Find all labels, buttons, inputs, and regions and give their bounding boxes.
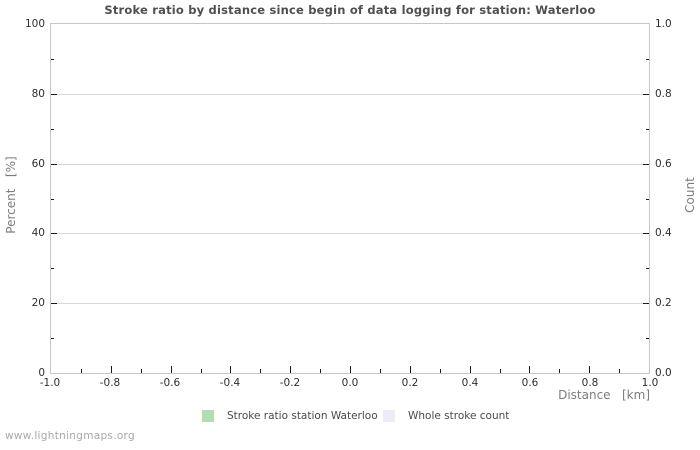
y-tick-right-50 <box>646 198 649 200</box>
gridline-y-20 <box>51 303 649 305</box>
x-axis-tick-label: 0.6 <box>521 377 539 389</box>
x-tick-5 <box>200 369 202 373</box>
y-axis-right-tick-label: 0.4 <box>655 227 672 240</box>
y-tick-left-90 <box>51 58 54 60</box>
x-tick-16 <box>529 366 531 373</box>
x-tick-13 <box>439 369 441 373</box>
gridline-y-80 <box>51 93 649 95</box>
x-tick-2 <box>110 366 112 373</box>
y-axis-left-tick-label: 20 <box>31 297 45 310</box>
x-tick-17 <box>559 369 561 373</box>
gridline-y-40 <box>51 233 649 235</box>
y-axis-left-title: Percent [%] <box>4 156 18 234</box>
y-axis-left-tick-label: 80 <box>31 87 45 100</box>
plot-area <box>50 23 650 374</box>
whole-stroke-count-swatch-icon <box>383 410 395 422</box>
y-tick-left-60 <box>51 163 57 165</box>
y-axis-right-tick-label: 0.6 <box>655 157 672 170</box>
y-axis-right-tick-label: 0.0 <box>655 367 672 379</box>
x-tick-19 <box>619 369 621 373</box>
x-axis-tick-label: 0.8 <box>581 377 599 389</box>
y-axis-right-tick-label: 0.2 <box>655 297 672 310</box>
stroke-ratio-swatch-icon <box>202 410 214 422</box>
x-axis-tick-label: -0.2 <box>279 377 301 389</box>
y-tick-right-60 <box>643 163 649 165</box>
y-tick-left-40 <box>51 233 57 235</box>
x-axis-tick-label: -1.0 <box>39 377 61 389</box>
legend-label-stroke-ratio: Stroke ratio station Waterloo <box>227 410 378 422</box>
x-axis-title: Distance [km] <box>558 388 650 402</box>
x-tick-15 <box>499 369 501 373</box>
x-tick-11 <box>379 369 381 373</box>
y-tick-left-30 <box>51 268 54 270</box>
x-tick-1 <box>80 369 82 373</box>
y-axis-right-title: Count <box>683 177 697 213</box>
x-tick-6 <box>230 366 232 373</box>
x-axis-tick-label: 0.4 <box>461 377 479 389</box>
x-axis-tick-label: -0.8 <box>99 377 121 389</box>
y-tick-right-10 <box>646 338 649 340</box>
y-axis-right-tick-label: 0.8 <box>655 87 672 100</box>
y-tick-right-30 <box>646 268 649 270</box>
x-tick-7 <box>260 369 262 373</box>
x-tick-3 <box>140 369 142 373</box>
y-tick-right-80 <box>643 93 649 95</box>
y-tick-right-90 <box>646 58 649 60</box>
x-tick-14 <box>469 366 471 373</box>
x-tick-8 <box>290 366 292 373</box>
x-tick-4 <box>170 366 172 373</box>
y-tick-right-70 <box>646 128 649 130</box>
x-axis-tick-label: 0.2 <box>401 377 419 389</box>
y-axis-left-tick-label: 40 <box>31 227 45 240</box>
x-axis-tick-label: 0.0 <box>341 377 359 389</box>
x-axis-tick-label: 1.0 <box>641 377 659 389</box>
y-tick-left-80 <box>51 93 57 95</box>
y-tick-left-10 <box>51 338 54 340</box>
gridline-y-60 <box>51 163 649 165</box>
x-axis-tick-label: -0.6 <box>159 377 181 389</box>
x-tick-18 <box>589 366 591 373</box>
y-tick-right-20 <box>643 303 649 305</box>
y-tick-right-40 <box>643 233 649 235</box>
legend: Stroke ratio station Waterloo Whole stro… <box>0 408 700 428</box>
y-tick-left-70 <box>51 128 54 130</box>
y-axis-left-tick-label: 0 <box>38 367 45 379</box>
x-axis-tick-label: -0.4 <box>219 377 241 389</box>
chart-title: Stroke ratio by distance since begin of … <box>104 3 596 17</box>
y-tick-left-50 <box>51 198 54 200</box>
y-axis-right-tick-label: 1.0 <box>655 18 672 30</box>
y-axis-left-tick-label: 60 <box>31 157 45 170</box>
legend-label-whole-stroke-count: Whole stroke count <box>408 410 510 422</box>
x-tick-9 <box>320 369 322 373</box>
watermark-text: www.lightningmaps.org <box>5 430 135 442</box>
x-tick-12 <box>409 366 411 373</box>
x-tick-10 <box>350 366 351 373</box>
y-tick-left-20 <box>51 303 57 305</box>
y-axis-left-tick-label: 100 <box>24 18 45 30</box>
